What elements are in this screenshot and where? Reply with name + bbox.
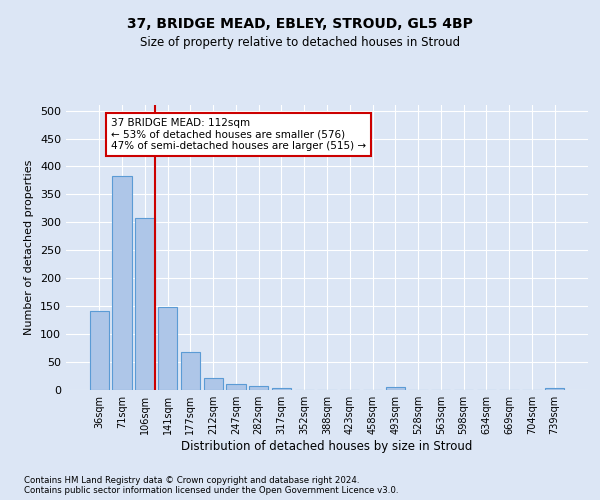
Text: Contains HM Land Registry data © Crown copyright and database right 2024.
Contai: Contains HM Land Registry data © Crown c… (24, 476, 398, 495)
Text: 37 BRIDGE MEAD: 112sqm
← 53% of detached houses are smaller (576)
47% of semi-de: 37 BRIDGE MEAD: 112sqm ← 53% of detached… (111, 118, 366, 151)
Bar (203, 378, 223, 390)
Bar (158, 308, 178, 390)
Text: 37, BRIDGE MEAD, EBLEY, STROUD, GL5 4BP: 37, BRIDGE MEAD, EBLEY, STROUD, GL5 4BP (127, 18, 473, 32)
Bar (386, 387, 405, 390)
Bar (226, 384, 245, 390)
Bar (135, 218, 155, 390)
Bar (272, 388, 291, 390)
Bar (181, 352, 200, 390)
Y-axis label: Number of detached properties: Number of detached properties (25, 160, 34, 335)
X-axis label: Distribution of detached houses by size in Stroud: Distribution of detached houses by size … (181, 440, 473, 453)
Text: Size of property relative to detached houses in Stroud: Size of property relative to detached ho… (140, 36, 460, 49)
Bar (545, 388, 564, 390)
Bar (90, 310, 109, 390)
Bar (249, 386, 268, 390)
Bar (112, 176, 132, 390)
